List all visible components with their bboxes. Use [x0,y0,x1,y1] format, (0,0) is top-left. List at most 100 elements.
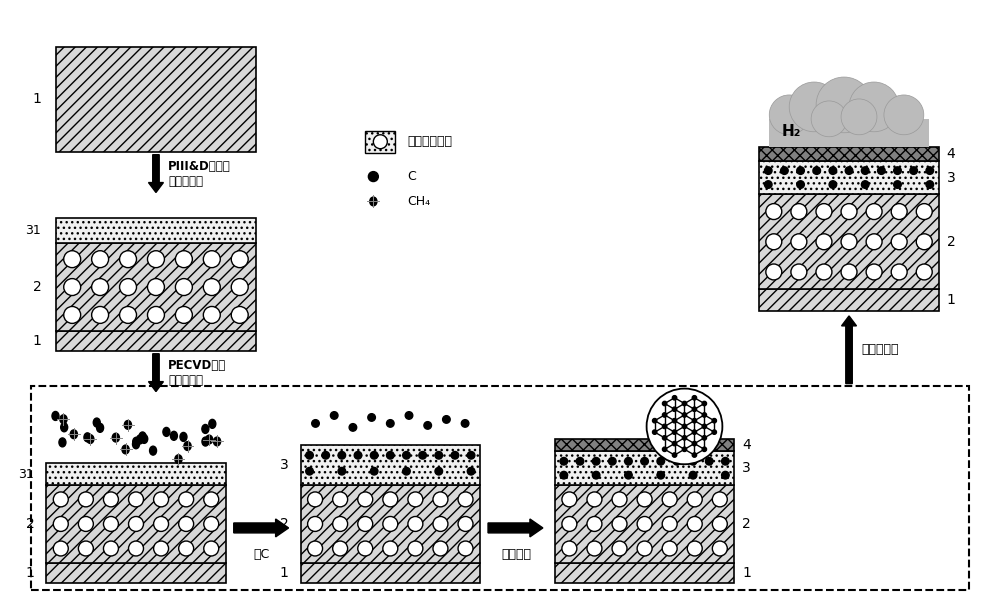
Circle shape [129,492,143,507]
Circle shape [358,492,373,507]
Circle shape [405,412,413,419]
Circle shape [175,251,192,268]
Circle shape [433,516,448,531]
Circle shape [231,307,248,323]
Bar [56,331,256,351]
Ellipse shape [60,415,67,423]
Circle shape [562,492,577,507]
Circle shape [789,82,839,132]
Circle shape [330,412,338,419]
Ellipse shape [70,430,77,438]
Text: PIII&D注入沉
积催化金属: PIII&D注入沉 积催化金属 [168,159,231,187]
Circle shape [916,264,932,280]
Circle shape [147,307,164,323]
Circle shape [154,541,169,556]
Bar [46,563,226,583]
Circle shape [587,516,602,531]
Ellipse shape [206,435,213,444]
Text: 催化金属元素: 催化金属元素 [407,135,452,148]
Circle shape [692,395,697,400]
Circle shape [154,492,169,507]
Circle shape [841,264,857,280]
Circle shape [308,516,323,531]
Circle shape [652,430,657,434]
Bar [759,161,939,195]
Circle shape [637,541,652,556]
Circle shape [652,419,657,423]
Circle shape [692,441,697,446]
Circle shape [894,167,901,174]
Circle shape [769,95,809,135]
Circle shape [884,95,924,135]
Circle shape [179,492,194,507]
Ellipse shape [52,412,59,420]
Circle shape [147,251,164,268]
Circle shape [687,492,702,507]
Text: 阻止氢渗透: 阻止氢渗透 [861,343,898,356]
Text: PECVD原位
生长石墨烯: PECVD原位 生长石墨烯 [168,359,226,387]
Circle shape [103,541,118,556]
Circle shape [204,492,219,507]
Circle shape [203,279,220,295]
Circle shape [231,279,248,295]
Bar [301,485,480,563]
Circle shape [461,420,469,427]
Circle shape [120,251,137,268]
Text: H₂: H₂ [781,124,801,140]
Circle shape [891,204,907,220]
Circle shape [816,234,832,250]
Circle shape [312,420,319,427]
Circle shape [866,234,882,250]
Text: 1: 1 [742,565,751,580]
Circle shape [816,204,832,220]
Circle shape [692,407,697,412]
Circle shape [861,181,869,188]
Circle shape [78,541,93,556]
Text: 4: 4 [947,147,956,161]
Circle shape [383,492,398,507]
Text: 2: 2 [947,235,956,249]
Bar [759,147,939,161]
Circle shape [712,419,716,423]
Circle shape [689,458,697,465]
Circle shape [370,452,378,459]
Circle shape [92,279,109,295]
Circle shape [766,204,782,220]
Circle shape [358,516,373,531]
Ellipse shape [93,418,100,427]
Circle shape [562,541,577,556]
Circle shape [625,471,632,479]
Circle shape [53,516,68,531]
Circle shape [204,516,219,531]
Circle shape [322,452,329,459]
Circle shape [662,435,667,440]
Circle shape [435,467,443,475]
Bar [31,386,969,589]
Circle shape [424,422,431,429]
Circle shape [306,467,313,475]
Circle shape [368,414,375,421]
Circle shape [358,541,373,556]
Circle shape [179,516,194,531]
Circle shape [692,430,697,434]
Ellipse shape [202,437,209,446]
Circle shape [53,492,68,507]
Bar [555,439,734,451]
Circle shape [672,407,677,412]
Text: 2: 2 [280,517,289,531]
Circle shape [120,307,137,323]
Circle shape [662,541,677,556]
Circle shape [662,492,677,507]
Circle shape [78,516,93,531]
Circle shape [64,279,81,295]
Circle shape [370,467,378,475]
Text: 31: 31 [19,468,34,480]
Circle shape [587,492,602,507]
Text: 1: 1 [947,293,956,307]
Circle shape [154,516,169,531]
Circle shape [641,458,648,465]
Text: 2: 2 [742,517,751,531]
Ellipse shape [141,434,148,443]
Ellipse shape [209,419,216,428]
Text: 渗C: 渗C [254,548,270,561]
